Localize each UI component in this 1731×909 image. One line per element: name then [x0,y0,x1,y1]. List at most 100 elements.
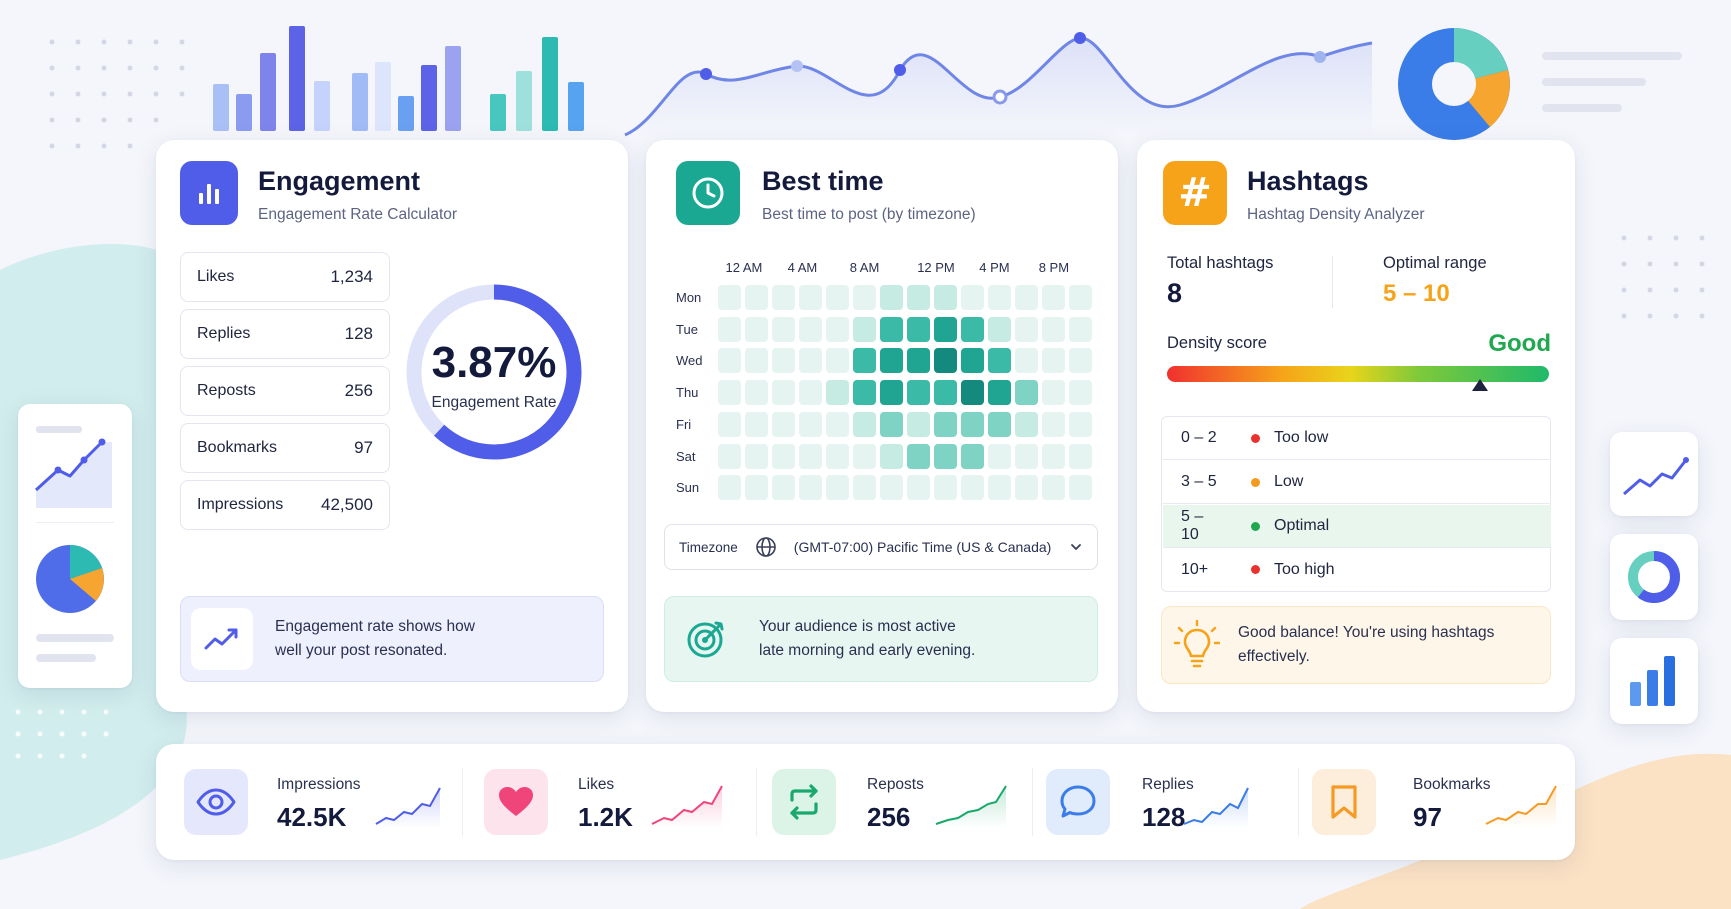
heatmap-cell[interactable] [961,475,984,501]
heatmap-cell[interactable] [1069,348,1092,374]
heatmap-cell[interactable] [718,380,741,406]
heatmap-cell[interactable] [907,285,930,310]
heatmap-cell[interactable] [988,411,1011,437]
heatmap-cell[interactable] [1042,411,1065,437]
metric-replies[interactable]: Replies 128 [180,309,390,359]
heatmap-cell[interactable] [1042,285,1065,310]
heatmap-cell[interactable] [826,285,849,310]
heatmap-cell[interactable] [853,285,876,310]
heatmap-cell[interactable] [1015,475,1038,501]
heatmap-cell[interactable] [718,316,741,342]
heatmap-cell[interactable] [745,316,768,342]
heatmap-cell[interactable] [988,348,1011,374]
heatmap-cell[interactable] [826,475,849,501]
heatmap-cell[interactable] [826,380,849,406]
heatmap-cell[interactable] [826,443,849,469]
heatmap-cell[interactable] [907,316,930,342]
heatmap-cell[interactable] [853,411,876,437]
heatmap-cell[interactable] [1042,475,1065,501]
stat-impressions[interactable]: Impressions 42.5K [156,744,446,860]
heatmap-cell[interactable] [961,316,984,342]
heatmap-cell[interactable] [799,411,822,437]
metric-reposts[interactable]: Reposts 256 [180,366,390,416]
heatmap-cell[interactable] [1015,411,1038,437]
heatmap-cell[interactable] [718,475,741,501]
heatmap-cell[interactable] [853,443,876,469]
heatmap-cell[interactable] [934,411,957,437]
timezone-select[interactable]: Timezone (GMT-07:00) Pacific Time (US & … [664,524,1098,570]
heatmap-cell[interactable] [1015,316,1038,342]
heatmap-cell[interactable] [718,285,741,310]
heatmap-cell[interactable] [961,380,984,406]
heatmap-cell[interactable] [799,285,822,310]
heatmap-cell[interactable] [988,443,1011,469]
heatmap-cell[interactable] [1069,285,1092,310]
heatmap-cell[interactable] [1015,443,1038,469]
heatmap-cell[interactable] [961,443,984,469]
heatmap-cell[interactable] [907,443,930,469]
heatmap-cell[interactable] [988,380,1011,406]
heatmap-cell[interactable] [1042,380,1065,406]
heatmap-cell[interactable] [799,316,822,342]
heatmap-cell[interactable] [1069,380,1092,406]
heatmap-cell[interactable] [880,348,903,374]
stat-reposts[interactable]: Reposts 256 [756,744,1036,860]
heatmap-cell[interactable] [1069,443,1092,469]
heatmap-cell[interactable] [961,411,984,437]
heatmap-cell[interactable] [853,316,876,342]
heatmap-cell[interactable] [745,443,768,469]
heatmap-cell[interactable] [1015,348,1038,374]
heatmap-cell[interactable] [907,475,930,501]
metric-impressions[interactable]: Impressions 42,500 [180,480,390,530]
metric-bookmarks[interactable]: Bookmarks 97 [180,423,390,473]
heatmap-cell[interactable] [1042,316,1065,342]
heatmap-cell[interactable] [772,443,795,469]
heatmap-cell[interactable] [934,348,957,374]
heatmap-cell[interactable] [961,285,984,310]
stat-likes[interactable]: Likes 1.2K [462,744,752,860]
heatmap-cell[interactable] [799,475,822,501]
heatmap-cell[interactable] [934,285,957,310]
heatmap-cell[interactable] [826,348,849,374]
heatmap-cell[interactable] [1042,348,1065,374]
heatmap-cell[interactable] [880,285,903,310]
heatmap-cell[interactable] [880,411,903,437]
heatmap-cell[interactable] [1069,316,1092,342]
heatmap-cell[interactable] [907,380,930,406]
heatmap-cell[interactable] [1069,411,1092,437]
heatmap-cell[interactable] [772,348,795,374]
heatmap-cell[interactable] [880,380,903,406]
heatmap-cell[interactable] [745,348,768,374]
heatmap-cell[interactable] [772,316,795,342]
heatmap-cell[interactable] [988,316,1011,342]
heatmap-cell[interactable] [826,316,849,342]
heatmap-cell[interactable] [1015,285,1038,310]
heatmap-cell[interactable] [772,411,795,437]
heatmap-cell[interactable] [907,411,930,437]
heatmap-cell[interactable] [772,285,795,310]
heatmap-cell[interactable] [1042,443,1065,469]
heatmap-cell[interactable] [826,411,849,437]
heatmap-cell[interactable] [934,316,957,342]
metric-likes[interactable]: Likes 1,234 [180,252,390,302]
heatmap-cell[interactable] [799,443,822,469]
heatmap-cell[interactable] [745,411,768,437]
heatmap-cell[interactable] [880,443,903,469]
heatmap-cell[interactable] [772,380,795,406]
heatmap-cell[interactable] [718,348,741,374]
heatmap-cell[interactable] [745,285,768,310]
heatmap-cell[interactable] [934,380,957,406]
heatmap-cell[interactable] [718,411,741,437]
stat-bookmarks[interactable]: Bookmarks 97 [1298,744,1575,860]
heatmap-cell[interactable] [880,316,903,342]
heatmap-cell[interactable] [988,285,1011,310]
heatmap-cell[interactable] [1069,475,1092,501]
heatmap-cell[interactable] [934,475,957,501]
heatmap-cell[interactable] [853,475,876,501]
heatmap-cell[interactable] [988,475,1011,501]
heatmap-cell[interactable] [799,348,822,374]
heatmap-cell[interactable] [880,475,903,501]
stat-replies[interactable]: Replies 128 [1032,744,1302,860]
heatmap-cell[interactable] [799,380,822,406]
heatmap-cell[interactable] [907,348,930,374]
